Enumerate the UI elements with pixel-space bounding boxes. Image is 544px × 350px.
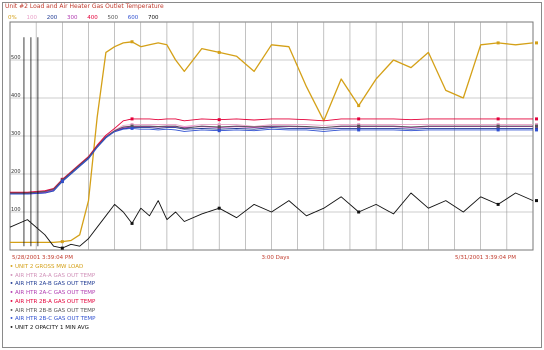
legend-label: AIR HTR 2B-B GAS OUT TEMP <box>15 307 96 314</box>
y-tick-label: 100 <box>11 207 21 213</box>
series-end-marker <box>535 199 538 203</box>
legend-label: UNIT 2 OPACITY 1 MIN AVG <box>15 324 89 331</box>
legend-item: • AIR HTR 2A-A GAS OUT TEMP <box>8 272 96 281</box>
series-marker <box>496 123 500 127</box>
top-scale-label: 700 <box>147 15 159 21</box>
series-marker <box>217 125 221 129</box>
series-marker <box>496 128 500 132</box>
series-marker <box>357 128 361 132</box>
series-end-marker <box>535 124 538 128</box>
series-marker <box>496 126 500 130</box>
series-end-marker <box>535 123 538 127</box>
series-marker <box>357 104 361 108</box>
series-end-marker <box>535 117 538 121</box>
legend-item: • AIR HTR 2B-B GAS OUT TEMP <box>8 307 96 316</box>
legend-marker: • <box>9 307 14 314</box>
top-scale-label: 400 <box>87 15 98 21</box>
top-scale-label: 300 <box>66 15 78 21</box>
chart-legend: • UNIT 2 GROSS MW LOAD • AIR HTR 2A-A GAS … <box>8 263 96 333</box>
legend-marker: • <box>9 316 14 323</box>
x-end-label: 5/31/2001 3:39:04 PM <box>455 255 516 261</box>
legend-marker: • <box>9 298 14 305</box>
series-marker <box>496 41 500 45</box>
series-marker <box>130 117 134 121</box>
series-line <box>10 118 533 193</box>
legend-label: AIR HTR 2A-C GAS OUT TEMP <box>15 290 96 297</box>
legend-marker: • <box>9 272 14 279</box>
top-scale: 0% 100 200 300 400 500 600 700 <box>8 15 166 21</box>
legend-item: • UNIT 2 OPACITY 1 MIN AVG <box>8 324 96 333</box>
y-tick-label: 300 <box>11 131 21 137</box>
top-scale-label: 0% <box>8 15 17 21</box>
top-scale-label: 500 <box>107 15 118 21</box>
series-marker <box>130 123 134 127</box>
series-marker <box>357 210 361 214</box>
series-marker <box>217 50 221 54</box>
y-tick-label: 500 <box>11 55 21 61</box>
x-mid-label: 3:00 Days <box>262 255 290 261</box>
legend-marker: • <box>9 264 14 270</box>
legend-label: AIR HTR 2B-C GAS OUT TEMP <box>15 316 96 323</box>
series-marker <box>130 40 134 44</box>
series-marker <box>357 117 361 121</box>
top-scale-label: 100 <box>26 15 37 21</box>
series-marker <box>130 221 134 225</box>
legend-item: • AIR HTR 2A-C GAS OUT TEMP <box>8 289 96 298</box>
legend-marker: • <box>9 290 14 297</box>
x-start-label: 5/28/2001 3:39:04 PM <box>12 255 73 261</box>
top-scale-label: 600 <box>127 15 139 21</box>
series-marker <box>496 117 500 121</box>
series-marker <box>217 123 221 127</box>
series-marker <box>217 129 221 133</box>
series-marker <box>217 127 221 131</box>
legend-label: UNIT 2 GROSS MW LOAD <box>15 264 84 270</box>
series-marker <box>357 123 361 127</box>
y-tick-label: 400 <box>11 93 21 99</box>
top-scale-label: 200 <box>46 15 58 21</box>
legend-item: • UNIT 2 GROSS MW LOAD <box>8 263 96 272</box>
series-marker <box>217 206 221 210</box>
series-marker <box>496 124 500 128</box>
series-end-marker <box>535 41 538 45</box>
legend-label: AIR HTR 2A-B GAS OUT TEMP <box>15 281 96 288</box>
series-end-marker <box>535 128 538 132</box>
legend-item: • AIR HTR 2B-A GAS OUT TEMP <box>8 298 96 307</box>
legend-label: AIR HTR 2B-A GAS OUT TEMP <box>15 298 96 305</box>
legend-item: • AIR HTR 2B-C GAS OUT TEMP <box>8 315 96 324</box>
legend-item: • AIR HTR 2A-B GAS OUT TEMP <box>8 280 96 289</box>
series-line <box>10 125 533 194</box>
series-line <box>10 41 534 244</box>
series-marker <box>130 126 134 130</box>
series-marker <box>130 124 134 128</box>
series-line <box>9 192 534 249</box>
series-marker <box>357 126 361 130</box>
series-marker <box>357 124 361 128</box>
series-line <box>10 127 533 195</box>
y-tick-label: 200 <box>11 169 21 175</box>
legend-marker: • <box>9 281 14 288</box>
series-marker <box>60 179 64 183</box>
series-marker <box>217 118 221 122</box>
series-marker <box>60 240 64 244</box>
legend-label: AIR HTR 2A-A GAS OUT TEMP <box>15 272 96 279</box>
series-end-marker <box>535 126 538 130</box>
series-marker <box>60 246 64 250</box>
chart-title: Unit #2 Load and Air Heater Gas Outlet T… <box>5 3 164 10</box>
series-marker <box>496 202 500 206</box>
legend-marker: • <box>9 324 14 331</box>
